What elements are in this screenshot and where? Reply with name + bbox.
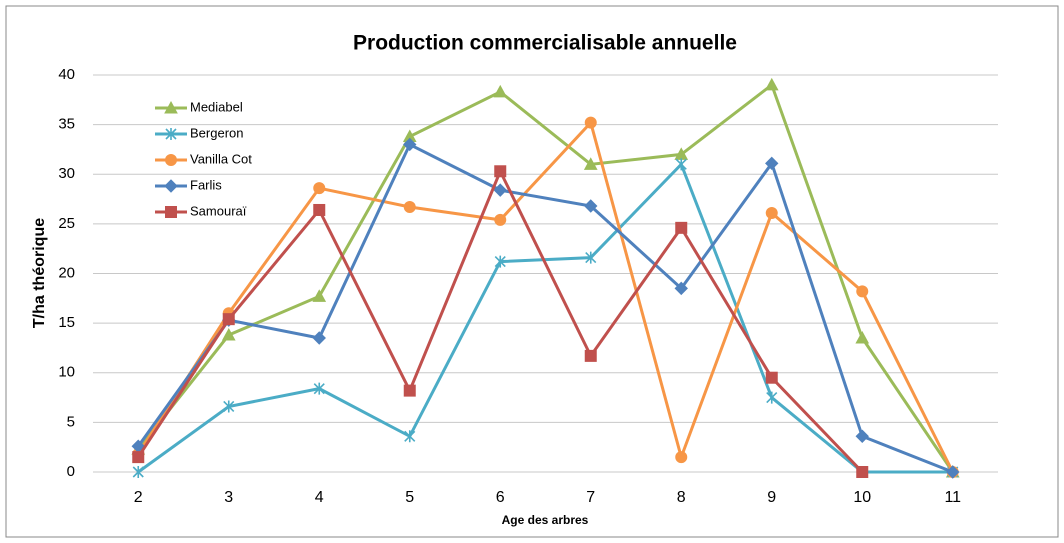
data-point bbox=[221, 327, 236, 341]
data-point bbox=[313, 382, 325, 395]
data-point bbox=[132, 466, 144, 478]
data-point bbox=[765, 371, 778, 384]
legend-label: Bergeron bbox=[190, 125, 243, 140]
x-tick-label: 2 bbox=[134, 489, 143, 506]
data-point bbox=[403, 137, 417, 152]
x-tick-label: 11 bbox=[944, 489, 961, 506]
data-point bbox=[764, 77, 779, 91]
data-point bbox=[765, 206, 778, 219]
data-point bbox=[403, 201, 416, 214]
data-point bbox=[585, 251, 597, 264]
data-point bbox=[222, 313, 235, 326]
legend-marker bbox=[164, 179, 178, 193]
chart-title: Production commercialisable annuelle bbox=[353, 32, 737, 55]
x-axis-label: Age des arbres bbox=[502, 513, 589, 527]
legend-label: Mediabel bbox=[190, 99, 243, 114]
y-tick-label: 5 bbox=[67, 413, 75, 430]
series-line bbox=[137, 82, 954, 473]
y-tick-label: 25 bbox=[58, 215, 75, 232]
x-tick-label: 6 bbox=[496, 489, 505, 506]
data-point bbox=[404, 430, 416, 443]
x-tick-label: 8 bbox=[677, 489, 686, 506]
data-point bbox=[765, 156, 779, 171]
data-point bbox=[675, 158, 687, 171]
y-axis-label: T/ha théorique bbox=[31, 218, 48, 328]
data-point bbox=[584, 116, 597, 129]
x-tick-label: 10 bbox=[853, 489, 871, 506]
data-point bbox=[584, 349, 597, 362]
legend-marker bbox=[165, 206, 177, 218]
y-tick-label: 20 bbox=[58, 264, 75, 281]
chart-border bbox=[5, 5, 1059, 538]
data-point bbox=[855, 429, 869, 443]
legend-label: Farlis bbox=[190, 177, 222, 192]
legend-marker bbox=[164, 100, 178, 114]
y-tick-label: 0 bbox=[67, 463, 75, 480]
legend-label: Samouraï bbox=[190, 203, 247, 218]
data-point bbox=[403, 384, 416, 397]
y-tick-label: 10 bbox=[58, 364, 75, 381]
data-point bbox=[583, 157, 598, 170]
x-tick-label: 9 bbox=[767, 489, 776, 506]
data-point bbox=[223, 400, 235, 413]
data-point bbox=[493, 84, 508, 98]
data-point bbox=[312, 331, 326, 345]
data-point bbox=[946, 465, 960, 479]
x-tick-label: 3 bbox=[224, 489, 233, 506]
data-point bbox=[313, 203, 326, 216]
data-point bbox=[132, 451, 145, 464]
series-line bbox=[136, 119, 955, 473]
data-point bbox=[313, 182, 326, 195]
x-tick-label: 5 bbox=[405, 489, 414, 506]
data-point bbox=[584, 199, 598, 213]
legend-marker bbox=[165, 154, 177, 166]
y-tick-label: 35 bbox=[58, 116, 75, 133]
data-point bbox=[312, 289, 327, 302]
x-tick-label: 7 bbox=[586, 489, 595, 506]
y-tick-label: 15 bbox=[58, 314, 75, 331]
data-point bbox=[855, 330, 870, 344]
y-tick-label: 30 bbox=[58, 165, 75, 182]
series-line bbox=[137, 161, 953, 474]
data-point bbox=[494, 213, 507, 226]
x-tick-label: 4 bbox=[315, 489, 324, 506]
data-point bbox=[766, 391, 778, 404]
legend-label: Vanilla Cot bbox=[190, 151, 252, 166]
y-tick-label: 40 bbox=[58, 66, 75, 83]
data-point bbox=[494, 255, 506, 268]
data-point bbox=[494, 165, 507, 178]
data-point bbox=[674, 281, 688, 296]
data-point bbox=[675, 221, 688, 234]
legend-marker bbox=[165, 128, 177, 140]
series-line bbox=[137, 142, 954, 474]
data-point bbox=[856, 466, 869, 478]
data-point bbox=[493, 183, 507, 197]
data-point bbox=[856, 285, 869, 298]
data-point bbox=[675, 451, 688, 464]
